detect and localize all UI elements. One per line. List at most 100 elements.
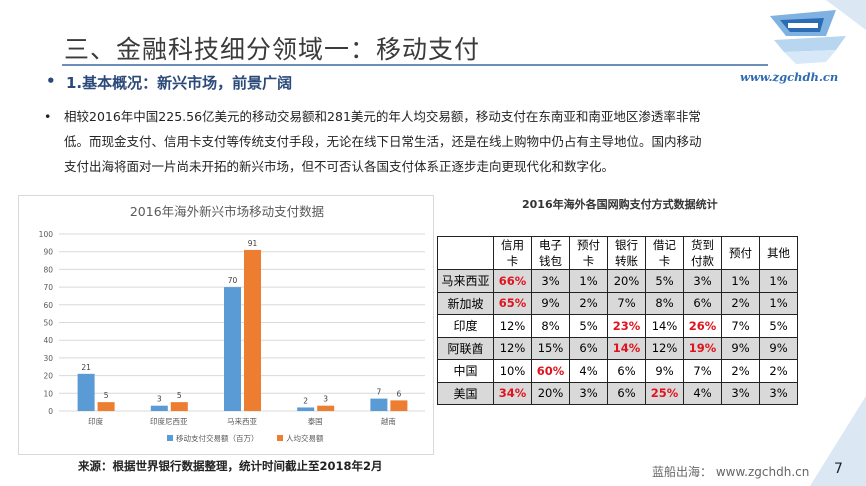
- table-body: 马来西亚 66% 3% 1% 20% 5% 3% 1% 1% 新加坡 65% 9% 2% 7% 8% 6% 2%…: [437, 269, 798, 405]
- y-tick-label: 40: [43, 336, 53, 345]
- legend-swatch: [277, 435, 283, 441]
- data-label: 5: [104, 391, 109, 400]
- table-cell: 2%: [759, 359, 798, 383]
- bullet: •: [46, 72, 56, 90]
- chart-grid: 0 10 20 30 40 50 60 70 80 90 100: [39, 230, 425, 416]
- y-tick-label: 80: [43, 265, 53, 274]
- data-label: 3: [323, 395, 328, 404]
- bar: [390, 400, 408, 411]
- legend-swatch: [167, 435, 173, 441]
- table-cell: 25%: [645, 381, 684, 405]
- y-tick-label: 20: [43, 372, 53, 381]
- country-cell: 美国: [437, 381, 494, 405]
- table-cell: 10%: [493, 359, 532, 383]
- table-header-cell: 电子钱包: [531, 236, 570, 270]
- table-cell: 1%: [759, 269, 798, 293]
- table-cell: 3%: [569, 381, 608, 405]
- table-cell: 60%: [531, 359, 570, 383]
- country-cell: 印度: [437, 314, 494, 338]
- bar: [297, 407, 315, 411]
- table-cell: 5%: [645, 269, 684, 293]
- table-cell: 4%: [569, 359, 608, 383]
- table-cell: 5%: [569, 314, 608, 338]
- slide-title: 三、金融科技细分领域一：移动支付: [64, 35, 481, 64]
- table-row: 中国 10% 60% 4% 6% 9% 7% 2% 2%: [437, 359, 798, 383]
- bar: [244, 249, 261, 411]
- legend-label: 移动支付交易额（百万）: [176, 433, 259, 443]
- table-header-cell: 货到付款: [683, 236, 722, 270]
- table-cell: 2%: [721, 359, 760, 383]
- data-label: 5: [177, 391, 182, 400]
- table-cell: 12%: [493, 314, 532, 338]
- bar: [150, 405, 168, 411]
- y-tick-label: 100: [39, 230, 54, 239]
- table-cell: 66%: [493, 269, 532, 293]
- table-cell: 12%: [493, 336, 532, 360]
- table-cell: 6%: [607, 359, 646, 383]
- table-cell: 12%: [645, 336, 684, 360]
- bar: [170, 402, 188, 411]
- x-tick-label: 印度尼西亚: [150, 416, 188, 426]
- paragraph-line: 支付出海将面对一片尚未开拓的新兴市场，但不可否认各国支付体系正逐步走向更现代化和…: [64, 159, 615, 174]
- table-cell: 7%: [683, 359, 722, 383]
- y-tick-label: 30: [43, 354, 53, 363]
- bar: [370, 398, 388, 411]
- table-cell: 9%: [531, 291, 570, 315]
- chart-title: 2016年海外新兴市场移动支付数据: [130, 204, 324, 219]
- company-logo: [766, 6, 862, 68]
- table-cell: 23%: [607, 314, 646, 338]
- table-cell: 5%: [759, 314, 798, 338]
- table-cell: 8%: [645, 291, 684, 315]
- table-cell: 9%: [721, 336, 760, 360]
- table-corner-cell: [437, 236, 494, 270]
- table-cell: 2%: [721, 291, 760, 315]
- data-label: 7: [377, 388, 382, 397]
- table-cell: 34%: [493, 381, 532, 405]
- table-cell: 2%: [569, 291, 608, 315]
- table-row: 美国 34% 20% 3% 6% 25% 4% 3% 3%: [437, 381, 798, 405]
- table-cell: 8%: [531, 314, 570, 338]
- table-header-cell: 预付卡: [569, 236, 608, 270]
- y-tick-label: 60: [43, 301, 53, 310]
- data-label: 70: [228, 276, 238, 285]
- table-cell: 14%: [607, 336, 646, 360]
- table-header-row: 信用卡 电子钱包 预付卡 银行转账 借记卡 货到付款 预付 其他: [437, 236, 798, 270]
- table-cell: 4%: [683, 381, 722, 405]
- country-cell: 新加坡: [437, 291, 494, 315]
- x-tick-label: 马来西亚: [227, 417, 257, 426]
- table-cell: 19%: [683, 336, 722, 360]
- x-tick-label: 印度: [88, 416, 103, 426]
- bar-chart-canvas: 2016年海外新兴市场移动支付数据 0 10 20 30 40 50 60 70 80 90 100…: [39, 204, 425, 443]
- title-divider: [62, 64, 768, 66]
- corner-decoration: [826, 0, 866, 30]
- section-subtitle: • 1.基本概况：新兴市场，前景广阔: [46, 72, 292, 93]
- bullet: •: [44, 109, 52, 124]
- table-cell: 3%: [759, 381, 798, 405]
- legend-label: 人均交易额: [286, 433, 324, 443]
- payment-methods-table: 信用卡 电子钱包 预付卡 银行转账 借记卡 货到付款 预付 其他 马来西亚 66% 3% 1% 20%…: [437, 236, 798, 405]
- table-cell: 1%: [569, 269, 608, 293]
- table-cell: 15%: [531, 336, 570, 360]
- bar: [97, 402, 115, 411]
- table-header-cell: 信用卡: [493, 236, 532, 270]
- table-cell: 9%: [645, 359, 684, 383]
- country-cell: 马来西亚: [437, 269, 494, 293]
- data-label: 2: [303, 396, 308, 405]
- table-cell: 3%: [721, 381, 760, 405]
- table-row: 马来西亚 66% 3% 1% 20% 5% 3% 1% 1%: [437, 269, 798, 293]
- table-cell: 26%: [683, 314, 722, 338]
- y-tick-label: 0: [48, 407, 53, 416]
- paragraph-line: 低。而现金支付、信用卡支付等传统支付手段，无论在线下日常生活，还是在线上购物中仍…: [64, 134, 702, 149]
- bar: [77, 373, 95, 411]
- x-tick-label: 越南: [381, 416, 396, 426]
- table-cell: 14%: [645, 314, 684, 338]
- bar: [317, 405, 335, 411]
- bar-chart: 2016年海外新兴市场移动支付数据 0 10 20 30 40 50 60 70 80 90 100…: [18, 195, 434, 455]
- table-cell: 20%: [607, 269, 646, 293]
- chart-bars: 21 5 3 5 70 91 2 3 7 6: [77, 239, 408, 411]
- country-cell: 中国: [437, 359, 494, 383]
- page-number: 7: [834, 461, 843, 477]
- table-cell: 1%: [759, 291, 798, 315]
- table-cell: 3%: [531, 269, 570, 293]
